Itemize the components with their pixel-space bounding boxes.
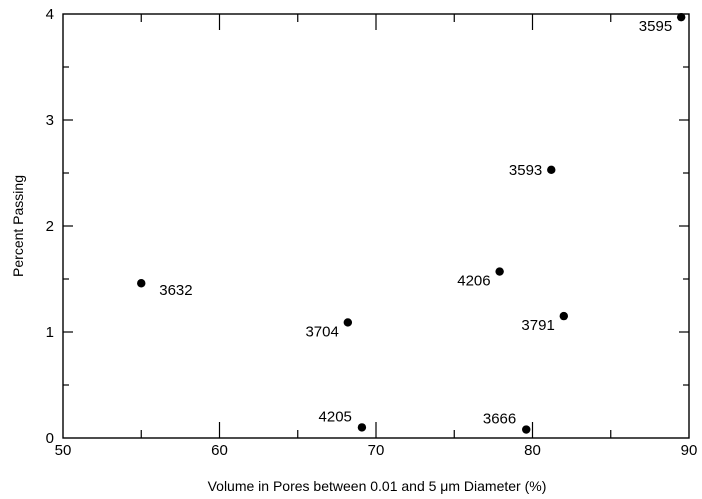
x-axis-title: Volume in Pores between 0.01 and 5 μm Di… (208, 478, 547, 494)
data-points: 3595 3593 4206 3632 3791 3704 4205 3666 (137, 12, 686, 434)
y-tick-label: 3 (46, 112, 54, 129)
data-label: 3666 (483, 411, 516, 428)
data-point (676, 12, 686, 22)
data-point (559, 311, 568, 321)
x-tick-label: 80 (524, 442, 541, 459)
x-tick-label: 50 (55, 442, 72, 459)
x-tick-label: 70 (368, 442, 385, 459)
x-tick-label: 60 (211, 442, 228, 459)
data-point (357, 423, 367, 432)
data-label: 4205 (319, 408, 352, 425)
data-point (547, 165, 556, 175)
plot-frame (62, 13, 690, 439)
data-label: 4206 (457, 273, 490, 290)
axes (62, 13, 690, 439)
x-tick-label: 90 (681, 442, 698, 459)
data-label: 3593 (509, 162, 542, 179)
data-label: 3632 (159, 282, 192, 299)
data-point (495, 267, 504, 276)
data-point (137, 279, 146, 288)
data-label: 3791 (521, 317, 554, 334)
data-label: 3595 (639, 18, 672, 35)
y-tick-label: 1 (46, 324, 54, 341)
data-label: 3704 (305, 323, 338, 340)
ticks: 50 60 70 80 90 0 1 2 3 4 (46, 6, 698, 459)
y-tick-label: 2 (46, 218, 54, 235)
data-point (522, 425, 531, 434)
y-axis-title: Percent Passing (10, 175, 26, 277)
data-point (343, 318, 353, 327)
y-tick-label: 0 (46, 430, 54, 447)
y-tick-label: 4 (46, 6, 54, 23)
